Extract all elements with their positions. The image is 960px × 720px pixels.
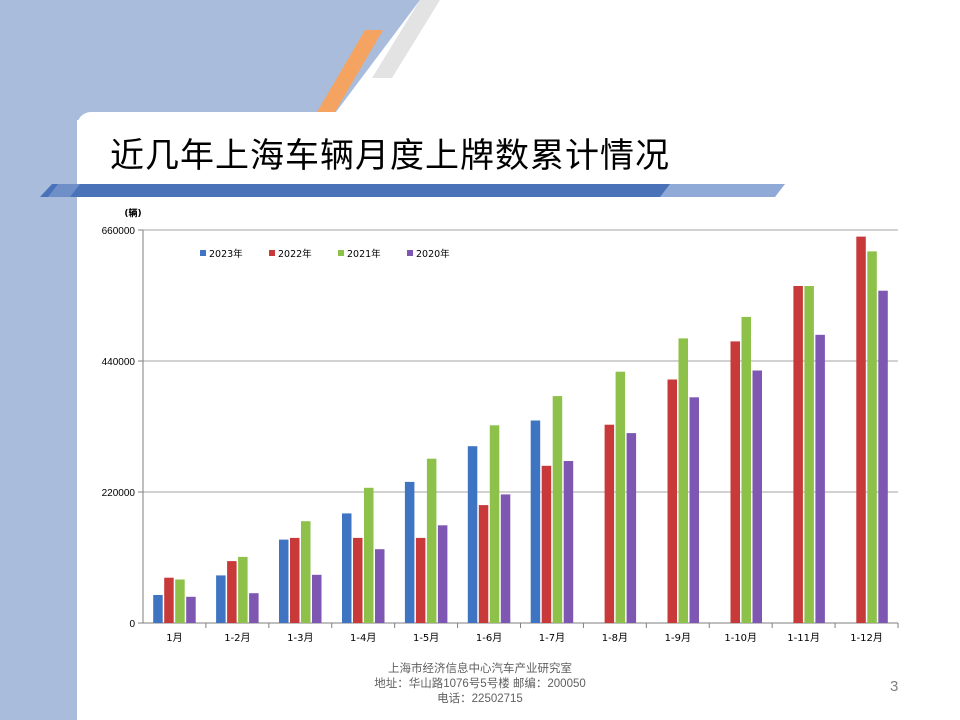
x-tick-label: 1月 [166, 632, 182, 644]
bar-2021年-1-5月 [426, 458, 437, 623]
bar-2021年-1-9月 [678, 338, 688, 623]
bar-2022年-1-9月 [667, 379, 677, 623]
x-tick-label: 1-4月 [350, 632, 376, 644]
orange-accent-stripe [317, 30, 383, 112]
slide-title: 近几年上海车辆月度上牌数累计情况 [110, 136, 670, 176]
bar-2021年-1-12月 [867, 251, 877, 623]
bar-2022年-1-2月 [227, 561, 237, 623]
footer-address: 地址：华山路1076号5号楼 邮编：200050 [374, 678, 586, 690]
footer-phone: 电话：22502715 [437, 693, 523, 705]
page-number: 3 [890, 678, 899, 695]
legend-label: 2023年 [209, 248, 243, 260]
bar-2020年-1-11月 [815, 334, 825, 623]
bar-2020年-1-12月 [878, 290, 888, 623]
bar-2022年-1-10月 [730, 341, 740, 623]
bar-chart: 0 220000 440000 660000 (辆) 1月 1-2月 1-3月 1-4月 1-5月… [102, 207, 899, 644]
legend-label: 2021年 [347, 248, 381, 260]
bar-2020年-1-10月 [752, 370, 762, 623]
bar-2021年-1-2月 [238, 556, 248, 623]
bar-2021年-1月 [175, 579, 185, 623]
bar-2022年-1-5月 [415, 537, 426, 623]
x-tick-label: 1-2月 [224, 632, 250, 644]
legend-swatch [269, 250, 275, 256]
left-side-band [0, 0, 77, 720]
x-tick-label: 1-3月 [287, 632, 313, 644]
x-tick-label: 1-6月 [476, 632, 502, 644]
bar-2022年-1月 [164, 577, 174, 623]
x-tick-label: 1-8月 [602, 632, 628, 644]
y-tick-label: 660000 [102, 226, 136, 237]
footer-org: 上海市经济信息中心汽车产业研究室 [388, 663, 572, 675]
bar-2023年-1-6月 [467, 446, 478, 623]
y-axis-unit-label: (辆) [124, 207, 141, 219]
bar-2021年-1-11月 [804, 286, 814, 623]
x-tick-label: 1-10月 [724, 632, 757, 644]
bar-2020年-1-4月 [375, 549, 385, 623]
bar-2020年-1-8月 [626, 433, 637, 623]
bar-2020年-1-5月 [437, 525, 448, 623]
x-tick-label: 1-12月 [850, 632, 883, 644]
grey-accent-stripe [372, 0, 440, 78]
title-underline-bar [40, 184, 785, 197]
y-tick-label: 220000 [102, 488, 136, 499]
bar-2023年-1月 [153, 595, 163, 623]
legend-label: 2022年 [278, 248, 312, 260]
bar-2023年-1-3月 [279, 539, 289, 623]
bar-2022年-1-4月 [353, 537, 363, 623]
legend-swatch [407, 250, 413, 256]
bar-2020年-1月 [186, 596, 196, 623]
x-tick-label: 1-5月 [413, 632, 439, 644]
x-tick-label: 1-9月 [665, 632, 691, 644]
legend-swatch [338, 250, 344, 256]
bar-2023年-1-5月 [404, 481, 415, 623]
title-panel [77, 112, 960, 190]
legend-swatch [200, 250, 206, 256]
bar-2022年-1-6月 [478, 505, 489, 623]
bar-2021年-1-6月 [489, 425, 500, 623]
y-tick-label: 0 [129, 619, 135, 630]
bar-2021年-1-8月 [615, 371, 626, 623]
bar-2020年-1-9月 [689, 397, 699, 623]
axis-layer: 0 220000 440000 660000 (辆) 1月 1-2月 1-3月 1-4月 1-5月… [102, 207, 899, 644]
bar-2021年-1-10月 [741, 316, 751, 623]
y-tick-label: 440000 [102, 357, 136, 368]
legend-label: 2020年 [416, 248, 450, 260]
bar-2022年-1-8月 [604, 424, 615, 623]
bar-2020年-1-3月 [312, 574, 322, 623]
bar-2020年-1-6月 [500, 494, 511, 623]
bar-2020年-1-2月 [249, 593, 259, 623]
bar-2022年-1-7月 [541, 465, 552, 623]
bar-2021年-1-4月 [364, 487, 374, 623]
bar-2023年-1-2月 [216, 575, 226, 623]
bar-2020年-1-7月 [563, 461, 574, 623]
bar-2021年-1-3月 [301, 521, 311, 623]
bars-layer [153, 236, 888, 623]
bar-2023年-1-4月 [342, 513, 352, 623]
bar-2023年-1-7月 [530, 420, 541, 623]
chart-legend: 2023年 2022年 2021年 2020年 [200, 248, 450, 260]
top-decoration [0, 0, 960, 120]
x-tick-label: 1-7月 [539, 632, 565, 644]
bar-2022年-1-12月 [856, 236, 866, 623]
bar-2022年-1-3月 [290, 537, 300, 623]
grid-layer [143, 229, 898, 624]
bar-2022年-1-11月 [793, 286, 803, 623]
bar-2021年-1-7月 [552, 396, 563, 623]
x-tick-label: 1-11月 [787, 632, 820, 644]
